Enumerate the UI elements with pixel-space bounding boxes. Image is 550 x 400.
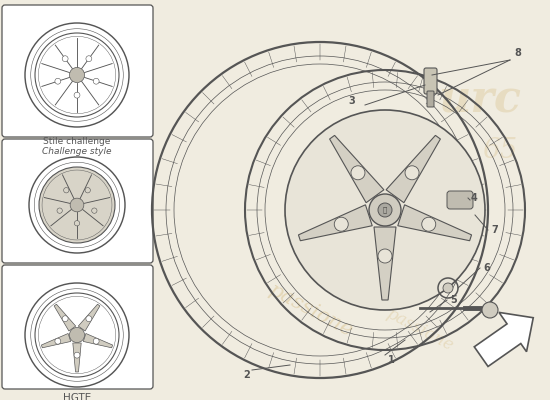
- Text: passion: passion: [281, 189, 399, 271]
- Polygon shape: [41, 334, 71, 348]
- Circle shape: [94, 78, 99, 84]
- Text: 65: 65: [482, 136, 518, 164]
- Circle shape: [70, 198, 84, 212]
- Polygon shape: [398, 205, 471, 241]
- Circle shape: [39, 167, 115, 243]
- Circle shape: [351, 166, 365, 180]
- Circle shape: [57, 208, 62, 213]
- Polygon shape: [83, 334, 113, 348]
- Circle shape: [422, 217, 436, 231]
- Text: 8: 8: [514, 48, 521, 58]
- Circle shape: [369, 194, 401, 226]
- Text: 5: 5: [450, 295, 456, 305]
- Circle shape: [64, 188, 69, 193]
- Circle shape: [62, 316, 68, 322]
- Text: passione: passione: [383, 305, 456, 355]
- Circle shape: [85, 188, 90, 193]
- Circle shape: [35, 293, 119, 377]
- Circle shape: [405, 166, 419, 180]
- Circle shape: [94, 338, 99, 344]
- Circle shape: [86, 316, 92, 322]
- Circle shape: [55, 338, 60, 344]
- Text: urc: urc: [438, 78, 521, 122]
- Circle shape: [443, 283, 453, 293]
- FancyBboxPatch shape: [2, 5, 153, 137]
- FancyBboxPatch shape: [427, 91, 434, 107]
- Circle shape: [74, 220, 80, 226]
- Text: Stile challenge: Stile challenge: [43, 138, 111, 146]
- Circle shape: [378, 203, 392, 217]
- Text: 🐴: 🐴: [383, 207, 387, 213]
- Circle shape: [69, 328, 85, 342]
- Text: 1: 1: [388, 355, 395, 365]
- Text: Challenge style: Challenge style: [42, 148, 112, 156]
- Circle shape: [378, 249, 392, 263]
- FancyBboxPatch shape: [2, 139, 153, 263]
- Polygon shape: [73, 343, 81, 372]
- Polygon shape: [54, 304, 76, 331]
- Circle shape: [74, 352, 80, 358]
- Polygon shape: [386, 135, 441, 203]
- Polygon shape: [299, 205, 372, 241]
- Text: HGTE: HGTE: [63, 393, 91, 400]
- Circle shape: [74, 92, 80, 98]
- Circle shape: [55, 78, 60, 84]
- Circle shape: [62, 56, 68, 62]
- Polygon shape: [329, 135, 384, 203]
- Text: passione: passione: [265, 280, 355, 340]
- Circle shape: [482, 302, 498, 318]
- Text: 3: 3: [348, 96, 355, 106]
- FancyBboxPatch shape: [447, 191, 473, 209]
- Text: 7: 7: [491, 225, 498, 235]
- Polygon shape: [374, 227, 396, 300]
- Polygon shape: [474, 312, 534, 366]
- Polygon shape: [78, 304, 100, 331]
- FancyBboxPatch shape: [2, 265, 153, 389]
- Text: 4: 4: [471, 193, 478, 203]
- Text: 6: 6: [483, 263, 490, 273]
- Circle shape: [285, 110, 485, 310]
- Circle shape: [334, 217, 348, 231]
- FancyBboxPatch shape: [424, 68, 437, 94]
- Circle shape: [35, 33, 119, 117]
- Circle shape: [92, 208, 97, 213]
- Circle shape: [86, 56, 92, 62]
- Circle shape: [69, 68, 85, 82]
- Text: 2: 2: [244, 370, 250, 380]
